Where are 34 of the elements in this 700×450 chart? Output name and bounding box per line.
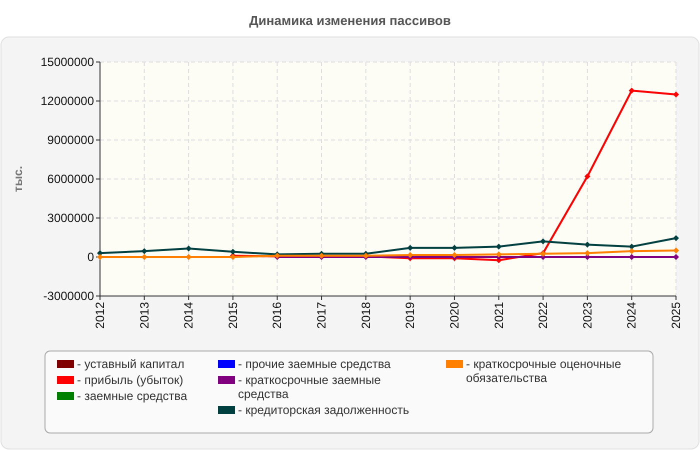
x-tick-label: 2025 — [669, 302, 683, 329]
legend-label: - краткосрочные оценочные обязательства — [466, 357, 622, 385]
x-tick-label: 2018 — [358, 302, 373, 329]
legend-label: - краткосрочные заемные средства — [238, 373, 382, 401]
y-tick-label: 12000000 — [40, 94, 94, 108]
legend-label: - прибыль (убыток) — [77, 373, 184, 387]
point — [673, 92, 679, 98]
y-tick-label: 0 — [87, 250, 94, 264]
x-tick-label: 2020 — [447, 302, 462, 329]
x-tick-label: 2014 — [182, 302, 196, 329]
y-tick-label: 15000000 — [40, 55, 94, 69]
legend-label: - заемные средства — [77, 389, 188, 403]
x-tick-label: 2012 — [93, 302, 107, 329]
y-tick-label: 9000000 — [47, 133, 94, 147]
x-tick-label: 2024 — [624, 302, 639, 329]
legend-label: - уставный капитал — [77, 357, 184, 371]
y-tick-label: 3000000 — [47, 211, 94, 225]
legend-label: - кредиторская задолженность — [238, 403, 410, 417]
point — [673, 235, 679, 242]
legend-label: - прочие заемные средства — [238, 357, 392, 371]
point — [584, 173, 590, 180]
x-tick-label: 2023 — [580, 302, 594, 329]
x-tick-label: 2016 — [270, 302, 284, 329]
x-tick-label: 2013 — [137, 302, 152, 329]
x-tick-label: 2021 — [492, 302, 506, 329]
point — [673, 248, 679, 254]
x-tick-label: 2019 — [403, 302, 418, 329]
y-axis-title: тыс. — [11, 166, 25, 192]
x-tick-label: 2022 — [536, 302, 550, 329]
chart-title: Динамика изменения пассивов — [249, 13, 451, 28]
x-tick-label: 2017 — [314, 302, 329, 329]
y-tick-label: 6000000 — [47, 172, 94, 186]
y-tick-label: -3000000 — [43, 289, 94, 303]
x-tick-label: 2015 — [226, 302, 240, 329]
